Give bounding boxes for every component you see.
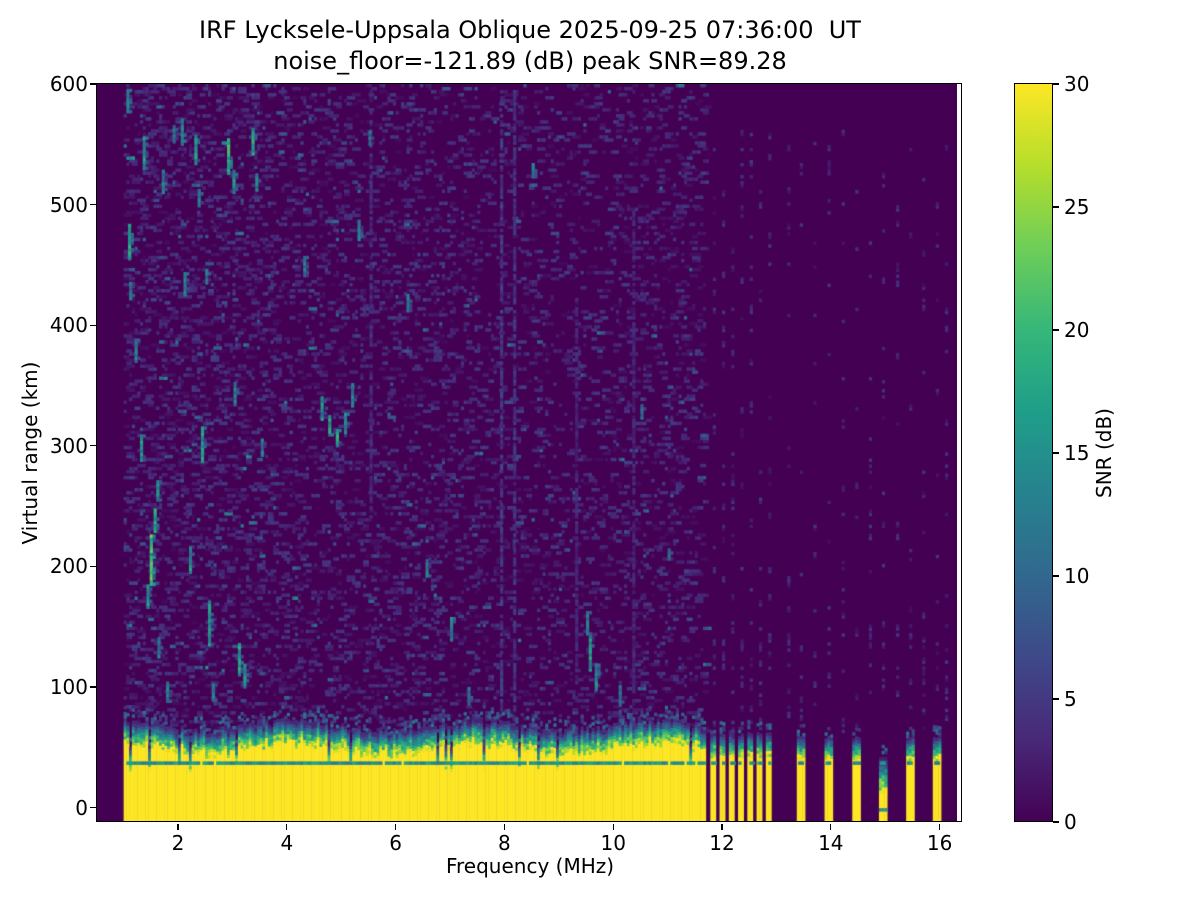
y-tick-mark xyxy=(90,806,96,809)
y-tick-mark xyxy=(90,445,96,447)
y-tick-label: 100 xyxy=(49,674,88,699)
x-axis-label: Frequency (MHz) xyxy=(445,854,615,878)
y-tick-label: 200 xyxy=(49,554,88,579)
x-tick-mark xyxy=(938,824,941,830)
colorbar-tick-label: 0 xyxy=(1064,810,1077,834)
colorbar-tick-mark xyxy=(1053,83,1059,85)
colorbar-tick-mark xyxy=(1053,575,1059,577)
colorbar-tick-mark xyxy=(1053,821,1059,823)
x-tick-mark xyxy=(830,824,832,830)
x-tick-label: 16 xyxy=(926,831,953,855)
x-tick-mark xyxy=(286,824,288,830)
colorbar-tick-mark xyxy=(1053,329,1059,331)
y-tick-mark xyxy=(90,686,96,688)
colorbar-label: SNR (dB) xyxy=(1092,408,1116,498)
x-tick-label: 8 xyxy=(498,831,511,855)
colorbar-tick-mark xyxy=(1053,206,1059,208)
x-tick-mark xyxy=(612,824,614,830)
colorbar-tick-label: 25 xyxy=(1064,195,1090,219)
x-tick-mark xyxy=(503,824,506,830)
y-tick-label: 400 xyxy=(49,313,88,338)
x-tick-mark xyxy=(721,824,723,830)
x-tick-label: 2 xyxy=(171,831,185,855)
y-tick-label: 0 xyxy=(75,795,88,820)
x-tick-label: 14 xyxy=(818,831,844,855)
y-tick-label: 300 xyxy=(49,433,88,458)
y-axis-label: Virtual range (km) xyxy=(18,361,42,545)
plot-subtitle: noise_floor=-121.89 (dB) peak SNR=89.28 xyxy=(273,47,787,75)
colorbar-gradient xyxy=(1015,84,1052,822)
y-tick-label: 500 xyxy=(49,192,88,217)
x-tick-mark xyxy=(394,824,397,830)
colorbar-tick-mark xyxy=(1053,452,1059,454)
colorbar-tick-label: 10 xyxy=(1064,564,1090,588)
x-tick-label: 6 xyxy=(389,831,402,855)
y-tick-mark xyxy=(90,324,96,326)
colorbar-tick-label: 15 xyxy=(1064,441,1090,465)
colorbar-tick-label: 30 xyxy=(1064,72,1090,96)
x-tick-label: 4 xyxy=(280,831,294,855)
y-tick-mark xyxy=(90,83,96,85)
colorbar-tick-label: 5 xyxy=(1064,687,1077,711)
y-tick-mark xyxy=(90,203,96,206)
colorbar-tick-mark xyxy=(1053,698,1059,700)
colorbar-tick-label: 20 xyxy=(1064,318,1090,342)
plot-title: IRF Lycksele-Uppsala Oblique 2025-09-25 … xyxy=(199,16,861,44)
x-tick-mark xyxy=(177,824,179,830)
y-tick-mark xyxy=(90,565,96,567)
y-tick-label: 600 xyxy=(49,72,88,96)
x-tick-label: 12 xyxy=(709,831,735,855)
ionogram-heatmap-canvas xyxy=(97,84,957,822)
x-tick-label: 10 xyxy=(600,831,626,855)
